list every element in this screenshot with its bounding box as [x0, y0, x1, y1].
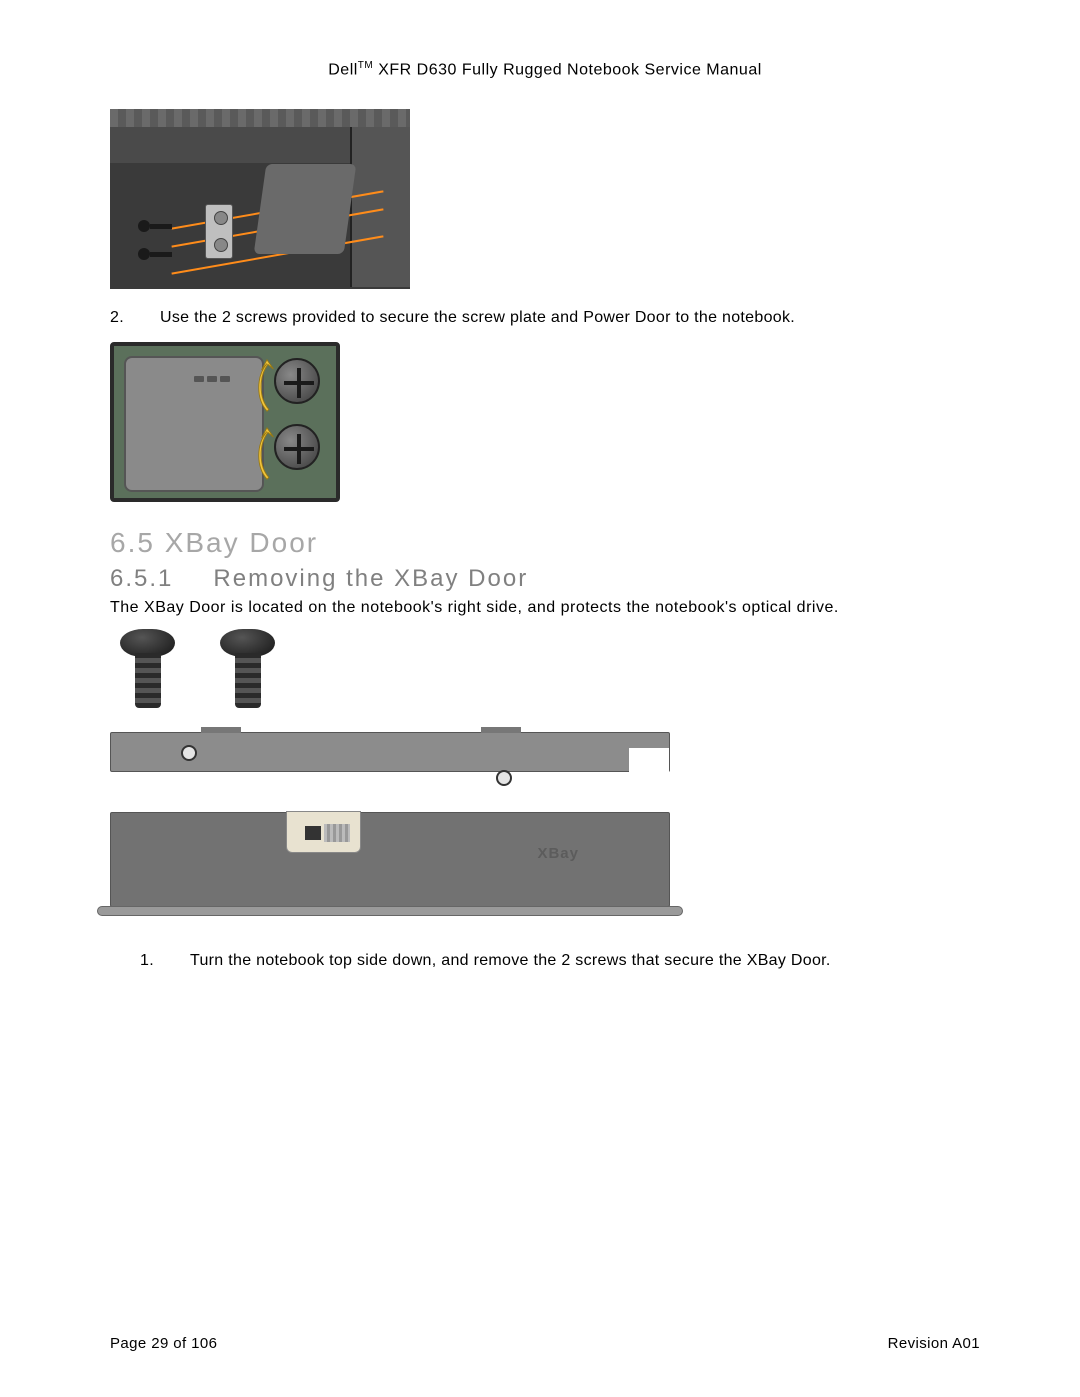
section-heading-6-5-1: 6.5.1 Removing the XBay Door — [110, 565, 980, 593]
section-intro: The XBay Door is located on the notebook… — [110, 599, 980, 617]
step-1: 1. Turn the notebook top side down, and … — [140, 952, 980, 970]
screw-illustration — [220, 629, 275, 714]
figure-power-door-exploded — [110, 109, 410, 289]
xbay-logo: XBay — [537, 845, 579, 862]
step-2: 2. Use the 2 screws provided to secure t… — [110, 309, 980, 327]
section-heading-6-5: 6.5 XBay Door — [110, 527, 980, 559]
arrow-icon — [253, 426, 281, 481]
page-header: DellTM XFR D630 Fully Rugged Notebook Se… — [110, 60, 980, 79]
section-number: 6.5.1 — [110, 565, 173, 593]
step-text: Turn the notebook top side down, and rem… — [190, 952, 831, 970]
figure-power-door-installed — [110, 342, 340, 502]
screw-plate-illustration — [110, 732, 670, 772]
page-number: Page 29 of 106 — [110, 1335, 217, 1352]
step-number: 2. — [110, 309, 130, 327]
step-text: Use the 2 screws provided to secure the … — [160, 309, 795, 327]
revision: Revision A01 — [888, 1335, 980, 1352]
figure-xbay-door-parts: XBay — [110, 629, 670, 907]
screw-illustration — [120, 629, 175, 714]
section-title: Removing the XBay Door — [213, 565, 528, 592]
tm-mark: TM — [358, 60, 373, 71]
header-title: XFR D630 Fully Rugged Notebook Service M… — [373, 61, 762, 78]
step-number: 1. — [140, 952, 160, 970]
arrow-icon — [253, 358, 281, 413]
page-footer: Page 29 of 106 Revision A01 — [110, 1335, 980, 1352]
brand: Dell — [328, 61, 358, 78]
xbay-door-illustration: XBay — [110, 812, 670, 907]
